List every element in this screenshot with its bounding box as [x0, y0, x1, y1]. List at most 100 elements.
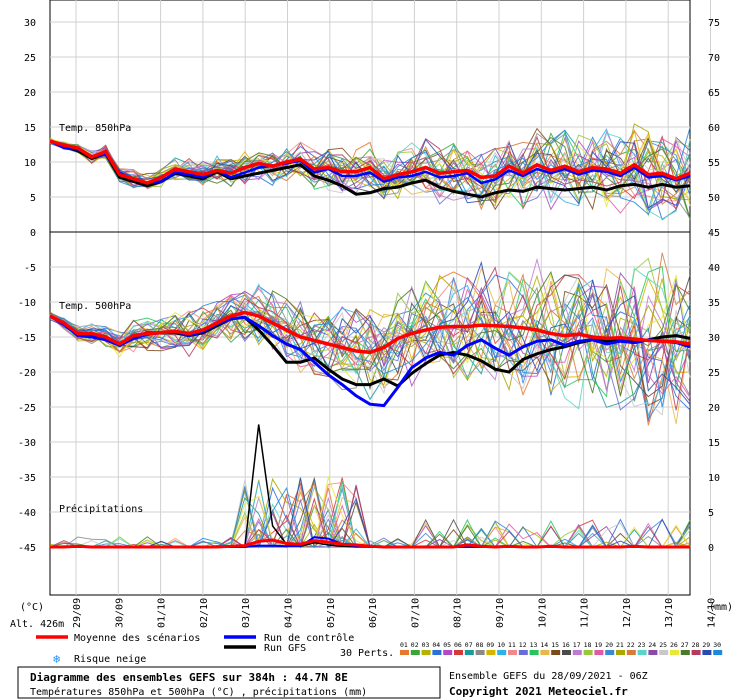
right-tick-label: 15 — [708, 438, 720, 449]
left-tick-label: -15 — [18, 333, 36, 344]
pert-code-label: 04 — [432, 641, 440, 649]
left-tick-label: -5 — [24, 263, 36, 274]
date-tick-label: 03/10 — [241, 598, 252, 628]
left-tick-label: 20 — [24, 88, 36, 99]
date-tick-label: 02/10 — [199, 598, 210, 628]
pert-color-swatch — [616, 650, 625, 655]
pert-line-850 — [49, 134, 691, 217]
date-tick-label: 10/10 — [537, 598, 548, 628]
right-tick-label: 35 — [708, 298, 720, 309]
pert-code-label: 14 — [540, 641, 548, 649]
left-tick-label: -40 — [18, 508, 36, 519]
pert-line-precip — [50, 476, 691, 549]
mean-line-500 — [49, 310, 691, 355]
pert-color-swatch — [508, 650, 517, 655]
pert-line-precip — [50, 480, 691, 548]
right-tick-label: 75 — [708, 18, 720, 29]
pert-color-swatch — [605, 650, 615, 655]
left-tick-label: 15 — [24, 123, 36, 134]
footer-run: Ensemble GEFS du 28/09/2021 - 06Z — [449, 671, 648, 682]
left-tick-label: 0 — [30, 228, 36, 239]
date-tick-label: 29/09 — [72, 598, 83, 628]
right-tick-label: 0 — [708, 543, 714, 554]
left-tick-label: -10 — [18, 298, 36, 309]
pert-color-swatch — [691, 650, 701, 655]
legend-perts-label: 30 Perts. — [340, 648, 394, 659]
pert-code-label: 13 — [530, 641, 538, 649]
pert-line-500 — [49, 274, 691, 396]
right-tick-label: 60 — [708, 123, 720, 134]
pert-line-500 — [49, 275, 691, 416]
pert-code-label: 23 — [638, 641, 646, 649]
pert-color-swatch — [486, 650, 496, 655]
pert-line-500 — [49, 270, 691, 397]
pert-line-precip — [50, 479, 691, 548]
mean-line-850 — [49, 139, 691, 185]
altitude-label: Alt. 426m — [10, 619, 64, 630]
pert-line-500 — [49, 260, 691, 405]
left-unit: (°C) — [20, 602, 44, 613]
pert-color-swatch — [518, 650, 528, 655]
pert-code-label: 15 — [551, 641, 559, 649]
right-unit: (mm) — [709, 602, 733, 613]
date-tick-label: 14/10 — [707, 598, 718, 628]
left-tick-label: -45 — [18, 543, 36, 554]
pert-color-swatch — [410, 650, 420, 655]
left-tick-label: -30 — [18, 438, 36, 449]
pert-code-label: 19 — [594, 641, 602, 649]
axis-ticks: 302520151050-5-10-15-20-25-30-35-40-4575… — [18, 18, 720, 628]
pert-code-label: 02 — [411, 641, 419, 649]
date-tick-label: 12/10 — [622, 598, 633, 628]
pert-code-label: 16 — [562, 641, 570, 649]
footer-copyright: Copyright 2021 Meteociel.fr — [449, 685, 628, 698]
pert-color-swatch — [648, 650, 658, 655]
plot-frame — [49, 0, 691, 596]
pert-code-label: 29 — [702, 641, 710, 649]
mean-line-precip — [50, 538, 690, 549]
pert-color-swatch — [464, 650, 474, 655]
date-tick-label: 11/10 — [580, 598, 591, 628]
pert-line-precip — [50, 479, 691, 548]
date-tick-label: 08/10 — [453, 598, 464, 628]
pert-code-label: 09 — [486, 641, 494, 649]
left-tick-label: 25 — [24, 53, 36, 64]
right-tick-label: 45 — [708, 228, 720, 239]
date-tick-label: 05/10 — [326, 598, 337, 628]
pert-line-850 — [49, 134, 691, 208]
left-tick-label: -20 — [18, 368, 36, 379]
right-tick-label: 5 — [708, 508, 714, 519]
pert-code-label: 20 — [605, 641, 613, 649]
right-tick-label: 65 — [708, 88, 720, 99]
footer-subtitle: Températures 850hPa et 500hPa (°C) , pré… — [30, 686, 367, 698]
legend-mean-label: Moyenne des scénarios — [74, 632, 200, 644]
date-tick-label: 30/09 — [114, 598, 125, 628]
pert-color-swatch — [551, 650, 561, 655]
pert-color-swatch — [702, 650, 712, 655]
pert-code-label: 10 — [497, 641, 505, 649]
pert-color-swatch — [540, 650, 550, 655]
pert-code-label: 26 — [670, 641, 678, 649]
right-tick-label: 55 — [708, 158, 720, 169]
pert-color-swatch — [572, 650, 582, 655]
pert-code-label: 05 — [443, 641, 451, 649]
label-precip: Précipitations — [59, 503, 143, 515]
right-tick-label: 10 — [708, 473, 720, 484]
pert-color-swatch — [626, 650, 636, 655]
pert-code-label: 21 — [616, 641, 624, 649]
pert-code-label: 03 — [422, 641, 430, 649]
pert-line-precip — [50, 490, 691, 548]
pert-line-precip — [50, 480, 690, 548]
pert-code-label: 22 — [627, 641, 635, 649]
control-line-850 — [49, 139, 691, 185]
pert-color-swatch — [659, 650, 669, 655]
pert-code-label: 18 — [584, 641, 592, 649]
pert-code-label: 07 — [465, 641, 473, 649]
pert-color-swatch — [400, 650, 409, 655]
pert-color-swatch — [454, 650, 463, 655]
label-t850: Temp. 850hPa — [59, 123, 131, 134]
left-tick-label: -25 — [18, 403, 36, 414]
date-tick-label: 13/10 — [664, 598, 675, 628]
pert-color-legend: 01 02 03 04 05 06 07 08 09 10 11 12 13 14 15 16 17 18 19 20… — [400, 641, 723, 655]
pert-color-swatch — [562, 650, 571, 655]
